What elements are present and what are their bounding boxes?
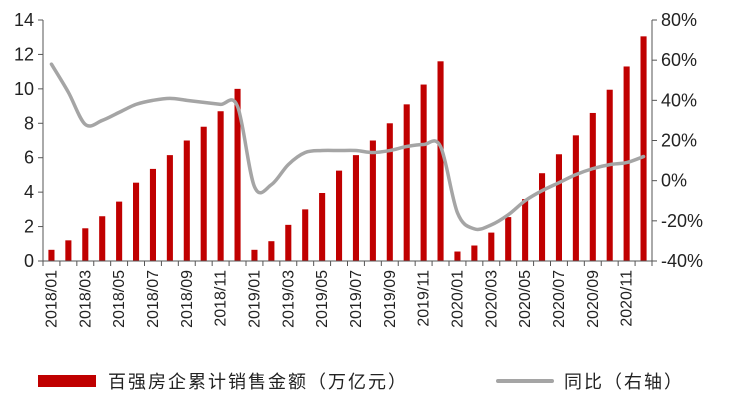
bar — [522, 199, 529, 261]
bar — [183, 140, 190, 261]
left-tick-label: 8 — [24, 113, 34, 133]
legend-item-sales: 百强房企累计销售金额（万亿元） — [38, 366, 408, 396]
right-tick-label: 0% — [661, 171, 687, 191]
bar-series — [48, 36, 647, 262]
bar — [251, 249, 258, 261]
bar — [539, 173, 546, 261]
right-tick-label: 80% — [661, 10, 697, 30]
left-tick-label: 2 — [24, 217, 34, 237]
x-tick-label: 2018/07 — [145, 270, 162, 328]
left-tick-label: 4 — [24, 182, 34, 202]
x-tick-label: 2018/01 — [43, 270, 60, 328]
left-tick-label: 14 — [14, 10, 34, 30]
bar — [589, 112, 596, 262]
bar — [149, 168, 156, 261]
x-tick-label: 2018/03 — [77, 270, 94, 328]
bar — [319, 193, 326, 261]
bar — [454, 251, 461, 261]
bar — [606, 89, 613, 261]
right-tick-label: 40% — [661, 90, 697, 110]
left-tick-label: 0 — [24, 251, 34, 271]
x-tick-label: 2019/03 — [280, 270, 297, 328]
bar — [471, 245, 478, 261]
yoy-line — [49, 62, 646, 232]
x-tick-label: 2019/07 — [348, 270, 365, 328]
x-tick-label: 2020/01 — [449, 270, 466, 328]
bar — [99, 216, 106, 261]
left-axis-ticks: 0 2 4 6 8 10 12 14 — [14, 10, 43, 271]
x-tick-label: 2018/05 — [111, 270, 128, 328]
line-series — [49, 62, 646, 232]
legend-label-sales: 百强房企累计销售金额（万亿元） — [108, 372, 408, 393]
bar — [285, 224, 292, 261]
legend-swatch-bar — [38, 375, 96, 387]
x-tick-label: 2019/09 — [382, 270, 399, 328]
legend-swatch-line — [496, 379, 554, 383]
x-tick-label: 2020/07 — [551, 270, 568, 328]
right-tick-label: -20% — [661, 211, 703, 231]
x-tick-label: 2020/05 — [517, 270, 534, 328]
legend: 百强房企累计销售金额（万亿元） 同比（右轴） — [0, 366, 734, 396]
bar — [302, 209, 309, 261]
bar — [572, 135, 579, 261]
bar — [437, 61, 444, 262]
bar — [268, 241, 275, 261]
bar — [65, 240, 72, 261]
left-tick-label: 10 — [14, 79, 34, 99]
bar — [369, 140, 376, 261]
bar — [48, 249, 55, 261]
bar — [82, 228, 89, 261]
right-tick-label: -40% — [661, 251, 703, 271]
bar — [505, 217, 512, 261]
legend-item-yoy: 同比（右轴） — [496, 366, 684, 396]
bar — [234, 88, 241, 261]
right-tick-label: 60% — [661, 50, 697, 70]
x-tick-label: 2019/05 — [314, 270, 331, 328]
x-tick-label: 2018/09 — [179, 270, 196, 328]
bar — [116, 201, 123, 261]
left-tick-label: 6 — [24, 148, 34, 168]
bar — [133, 182, 140, 261]
bar — [640, 36, 647, 261]
bar — [488, 232, 495, 261]
bar — [386, 123, 393, 261]
right-tick-label: 20% — [661, 131, 697, 151]
bar — [200, 126, 207, 261]
bar — [420, 84, 427, 261]
bar — [352, 155, 359, 261]
x-axis-ticks: 2018/01 2018/03 2018/05 2018/07 2018/09 2018/… — [42, 261, 653, 328]
bar — [166, 155, 173, 261]
x-tick-label: 2020/03 — [483, 270, 500, 328]
legend-label-yoy: 同比（右轴） — [564, 372, 684, 393]
bar — [336, 170, 343, 262]
x-tick-label: 2020/11 — [619, 270, 636, 327]
bar — [555, 154, 562, 261]
x-tick-label: 2019/11 — [416, 270, 433, 327]
bar — [403, 104, 410, 261]
x-tick-label: 2018/11 — [213, 270, 230, 327]
x-tick-label: 2019/01 — [246, 270, 263, 328]
right-axis-ticks: -40% -20% 0% 20% 40% 60% 80% — [652, 10, 703, 271]
left-tick-label: 12 — [14, 44, 34, 64]
x-tick-label: 2020/09 — [585, 270, 602, 328]
bar — [217, 111, 224, 262]
